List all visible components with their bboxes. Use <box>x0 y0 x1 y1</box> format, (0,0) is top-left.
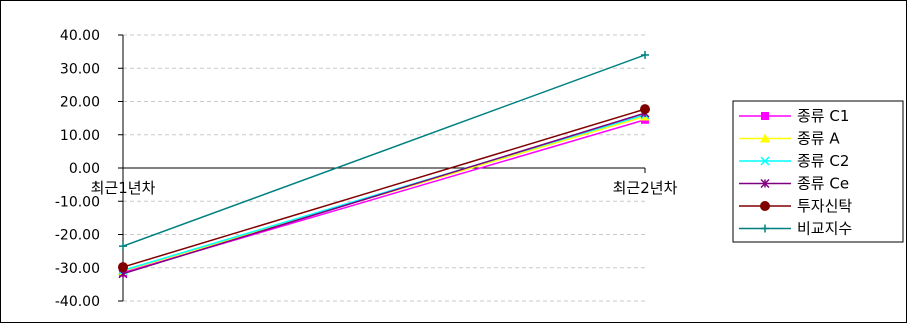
series-line <box>123 115 645 271</box>
y-tick-label: -40.00 <box>55 294 100 310</box>
x-tick-label: 최근2년차 <box>613 179 678 197</box>
x-tick-label: 최근1년차 <box>91 179 156 197</box>
legend-label: 비교지수 <box>797 220 852 238</box>
data-point <box>640 104 650 114</box>
y-tick-labels: 40.0030.0020.0010.000.00-10.00-20.00-30.… <box>55 28 100 310</box>
data-point <box>119 242 127 250</box>
legend-label: 종류 C1 <box>797 107 849 125</box>
y-tick-label: 10.00 <box>60 128 100 144</box>
series-lines <box>118 51 650 278</box>
y-tick-label: 0.00 <box>69 161 100 177</box>
series-line <box>123 55 645 246</box>
series-line <box>123 109 645 267</box>
legend-label: 종류 A <box>797 130 840 148</box>
data-point <box>118 262 128 272</box>
data-point <box>760 201 770 211</box>
data-point <box>641 51 649 59</box>
y-tick-label: -20.00 <box>55 228 100 244</box>
axes <box>118 35 645 301</box>
legend-label: 투자신탁 <box>797 197 852 215</box>
legend-label: 종류 Ce <box>797 175 849 193</box>
series-line <box>123 113 645 274</box>
y-tick-label: 40.00 <box>60 28 100 44</box>
y-tick-label: 30.00 <box>60 61 100 77</box>
data-point <box>761 112 769 120</box>
y-tick-label: 20.00 <box>60 95 100 111</box>
y-tick-label: -30.00 <box>55 261 100 277</box>
legend-label: 종류 C2 <box>797 152 849 170</box>
